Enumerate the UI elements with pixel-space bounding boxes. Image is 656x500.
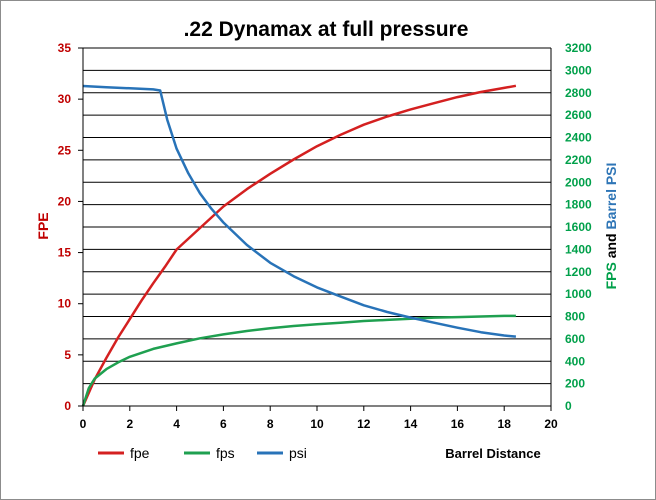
right-tick-label: 0 [565, 399, 572, 413]
left-tick-label: 0 [64, 399, 71, 413]
series-line-fpe [81, 84, 517, 407]
legend-label-fps: fps [216, 445, 235, 461]
series-line-fps [81, 314, 516, 407]
right-tick-label: 1800 [565, 198, 592, 212]
chart-title: .22 Dynamax at full pressure [184, 18, 469, 41]
left-tick-label: 25 [58, 143, 72, 157]
x-tick-label: 8 [267, 417, 274, 431]
right-axis-label-part: FPS [603, 262, 619, 289]
x-tick-label: 6 [220, 417, 227, 431]
x-tick-label: 12 [357, 417, 371, 431]
legend-label-psi: psi [289, 445, 307, 461]
series-layer [81, 84, 517, 407]
legend-label-fpe: fpe [130, 445, 150, 461]
right-tick-label: 2200 [565, 153, 592, 167]
x-tick-label: 4 [173, 417, 180, 431]
left-tick-label: 15 [58, 246, 72, 260]
right-tick-label: 3200 [565, 41, 592, 55]
x-tick-label: 18 [498, 417, 512, 431]
x-tick-label: 20 [544, 417, 558, 431]
right-tick-label: 1000 [565, 287, 592, 301]
right-tick-label: 800 [565, 310, 585, 324]
right-axis-ticks: 0 200 400 600 800 1000 1200 1400 1600 1800 2000 220… [565, 41, 592, 413]
x-tick-label: 0 [80, 417, 87, 431]
x-axis-ticks: 0 2 4 6 8 10 12 14 16 18 20 [80, 417, 558, 431]
right-tick-label: 1200 [565, 265, 592, 279]
right-tick-label: 2400 [565, 131, 592, 145]
series-line-psi [82, 84, 517, 338]
right-tick-label: 2000 [565, 175, 592, 189]
right-tick-label: 400 [565, 354, 585, 368]
right-axis-label-part: and [603, 230, 619, 263]
right-tick-label: 2800 [565, 86, 592, 100]
left-tick-label: 20 [58, 194, 72, 208]
right-tick-label: 1600 [565, 220, 592, 234]
left-tick-label: 10 [58, 297, 72, 311]
x-tick-label: 14 [404, 417, 418, 431]
left-tick-label: 30 [58, 92, 72, 106]
right-tick-label: 2600 [565, 108, 592, 122]
x-tick-label: 16 [451, 417, 465, 431]
left-tick-label: 35 [58, 41, 72, 55]
left-axis-label: FPE [35, 212, 51, 239]
x-axis-label: Barrel Distance [445, 446, 540, 461]
right-tick-label: 1400 [565, 242, 592, 256]
right-tick-label: 600 [565, 332, 585, 346]
axes [78, 47, 552, 411]
legend: fpe fps psi [98, 445, 307, 461]
left-tick-label: 5 [64, 348, 71, 362]
x-tick-label: 10 [310, 417, 324, 431]
right-axis-label-part: Barrel PSI [603, 163, 619, 230]
left-axis-ticks: 0 5 10 15 20 25 30 35 [58, 41, 72, 413]
right-axis-label: FPS and Barrel PSI [603, 163, 619, 290]
right-tick-label: 200 [565, 377, 585, 391]
right-tick-label: 3000 [565, 63, 592, 77]
x-tick-label: 2 [126, 417, 133, 431]
